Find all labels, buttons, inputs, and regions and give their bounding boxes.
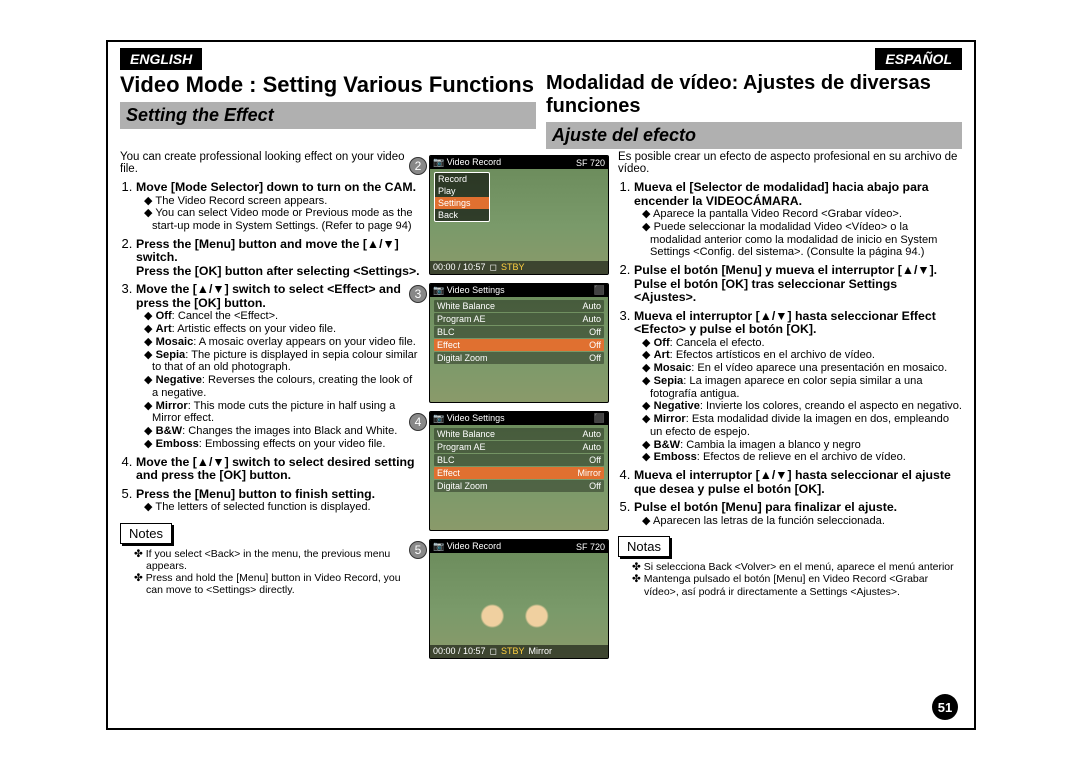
screen-3-number: 3	[409, 285, 427, 303]
step-3-title: Move the [▲/▼] switch to select <Effect>…	[136, 283, 420, 310]
step-1-es: Mueva el [Selector de modalidad] hacia a…	[634, 179, 962, 259]
steps-en: Move [Mode Selector] down to turn on the…	[120, 179, 420, 514]
screen-4-number: 4	[409, 413, 427, 431]
screen-5-number: 5	[409, 541, 427, 559]
english-column: You can create professional looking effe…	[120, 151, 420, 667]
notes-label-en: Notes	[120, 523, 172, 544]
step-5-en: Press the [Menu] button to finish settin…	[136, 486, 420, 514]
note-1-en: If you select <Back> in the menu, the pr…	[134, 548, 420, 572]
step-2-title: Press the [Menu] button and move the [▲/…	[136, 238, 420, 279]
step-1-en: Move [Mode Selector] down to turn on the…	[136, 179, 420, 233]
manual-page: ENGLISH ESPAÑOL Video Mode : Setting Var…	[106, 40, 976, 730]
step-1b: You can select Video mode or Previous mo…	[144, 207, 420, 233]
lang-spanish-badge: ESPAÑOL	[875, 48, 962, 70]
screen-5: Video RecordSF 720 00:00 / 10:57◻STBYMir…	[429, 539, 609, 659]
step-3-es: Mueva el interruptor [▲/▼] hasta selecci…	[634, 308, 962, 465]
screen-4-grid: White BalanceAutoProgram AEAutoBLCOffEff…	[434, 428, 604, 493]
section-header-en: Setting the Effect	[120, 102, 536, 129]
effects-list-en: Off: Cancel the <Effect>. Art: Artistic …	[136, 310, 420, 450]
step-4-en: Move the [▲/▼] switch to select desired …	[136, 454, 420, 483]
screen-3: Video Settings⬛ White BalanceAutoProgram…	[429, 283, 609, 403]
step-4-es: Mueva el interruptor [▲/▼] hasta selecci…	[634, 467, 962, 496]
step-1a: The Video Record screen appears.	[144, 195, 420, 208]
step-4-title: Move the [▲/▼] switch to select desired …	[136, 456, 420, 483]
intro-es: Es posible crear un efecto de aspecto pr…	[618, 151, 962, 175]
note-1-es: Si selecciona Back <Volver> en el menú, …	[632, 561, 962, 573]
intro-en: You can create professional looking effe…	[120, 151, 420, 175]
content-columns: You can create professional looking effe…	[108, 151, 974, 667]
step-1-title: Move [Mode Selector] down to turn on the…	[136, 181, 420, 195]
kids-image-icon	[430, 596, 608, 646]
screen-2: Video RecordSF 720 RecordPlaySettingsBac…	[429, 155, 609, 275]
titles-row: Video Mode : Setting Various Functions S…	[108, 70, 974, 151]
notes-label-es: Notas	[618, 536, 670, 557]
effects-list-es: Off: Cancela el efecto. Art: Efectos art…	[634, 337, 962, 465]
notes-en: If you select <Back> in the menu, the pr…	[120, 548, 420, 596]
screen-2-menu: RecordPlaySettingsBack	[434, 172, 490, 222]
spanish-column: Es posible crear un efecto de aspecto pr…	[618, 151, 962, 667]
screen-4: Video Settings⬛ White BalanceAutoProgram…	[429, 411, 609, 531]
step-2-es: Pulse el botón [Menu] y mueva el interru…	[634, 262, 962, 305]
screen-2-number: 2	[409, 157, 427, 175]
step-5a: The letters of selected function is disp…	[144, 501, 420, 514]
section-header-es: Ajuste del efecto	[546, 122, 962, 149]
note-2-en: Press and hold the [Menu] button in Vide…	[134, 572, 420, 596]
page-number-badge: 51	[932, 694, 958, 720]
page-title-en: Video Mode : Setting Various Functions	[120, 72, 536, 98]
title-spanish: Modalidad de vídeo: Ajustes de diversas …	[546, 70, 962, 151]
step-3-en: Move the [▲/▼] switch to select <Effect>…	[136, 281, 420, 450]
steps-es: Mueva el [Selector de modalidad] hacia a…	[618, 179, 962, 527]
screenshots-column: 2 Video RecordSF 720 RecordPlaySettingsB…	[420, 151, 618, 667]
step-5-title: Press the [Menu] button to finish settin…	[136, 488, 420, 502]
note-2-es: Mantenga pulsado el botón [Menu] en Vide…	[632, 573, 962, 597]
step-2-en: Press the [Menu] button and move the [▲/…	[136, 236, 420, 279]
screen-3-grid: White BalanceAutoProgram AEAutoBLCOffEff…	[434, 300, 604, 365]
title-english: Video Mode : Setting Various Functions S…	[120, 70, 536, 151]
lang-english-badge: ENGLISH	[120, 48, 202, 70]
notes-es: Si selecciona Back <Volver> en el menú, …	[618, 561, 962, 597]
language-row: ENGLISH ESPAÑOL	[108, 42, 974, 70]
step-5-es: Pulse el botón [Menu] para finalizar el …	[634, 499, 962, 527]
page-title-es: Modalidad de vídeo: Ajustes de diversas …	[546, 72, 962, 118]
